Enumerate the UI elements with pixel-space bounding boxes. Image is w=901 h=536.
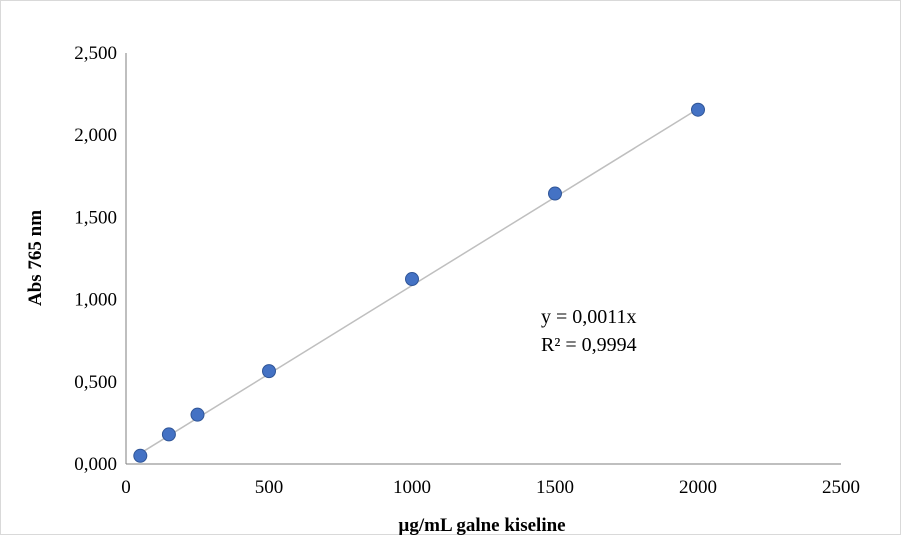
x-tick-label: 1500 bbox=[536, 477, 574, 498]
r-squared-label: R² = 0,9994 bbox=[541, 334, 637, 356]
data-point bbox=[262, 364, 276, 379]
data-point bbox=[691, 102, 705, 117]
y-axis-title: Abs 765 nm bbox=[25, 210, 46, 306]
data-point bbox=[190, 407, 205, 422]
x-tick-label: 500 bbox=[255, 477, 284, 498]
x-tick-label: 2000 bbox=[679, 477, 717, 498]
x-tick-label: 1000 bbox=[393, 477, 431, 498]
y-tick-label: 0,500 bbox=[74, 372, 117, 393]
y-tick-labels: 0,000 0,500 1,000 1,500 2,000 2,500 bbox=[74, 43, 117, 475]
data-point bbox=[133, 448, 148, 463]
y-tick-label: 1,500 bbox=[74, 207, 117, 228]
data-points bbox=[133, 102, 705, 463]
x-tick-label: 0 bbox=[121, 477, 131, 498]
y-tick-label: 0,000 bbox=[74, 454, 117, 475]
y-tick-label: 2,500 bbox=[74, 43, 117, 64]
x-tick-labels: 0 500 1000 1500 2000 2500 bbox=[121, 477, 860, 498]
x-axis-title: µg/mL galne kiseline bbox=[398, 515, 565, 536]
data-point bbox=[161, 427, 176, 442]
data-point bbox=[405, 272, 419, 287]
y-tick-label: 2,000 bbox=[74, 125, 117, 146]
y-tick-label: 1,000 bbox=[74, 290, 117, 311]
x-tick-label: 2500 bbox=[822, 477, 860, 498]
trendline bbox=[139, 108, 699, 454]
axes bbox=[125, 53, 841, 465]
data-point bbox=[548, 186, 562, 201]
trendline-equation: y = 0,0011x bbox=[541, 306, 637, 328]
